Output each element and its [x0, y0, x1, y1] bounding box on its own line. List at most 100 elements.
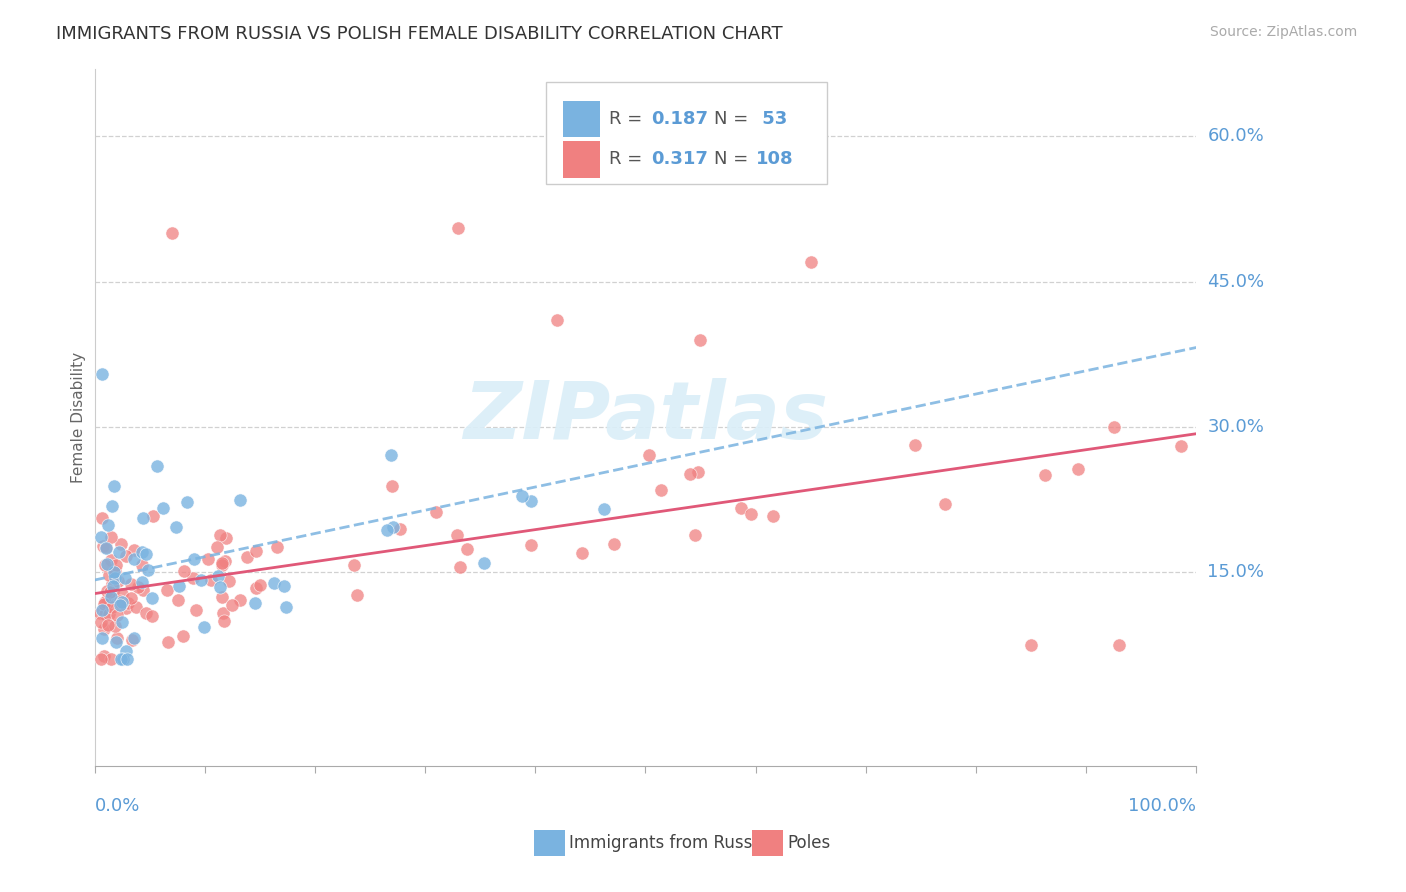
Point [934, 497, 956, 511]
Point [104, 619, 127, 633]
Point [245, 582, 267, 596]
Point [249, 578, 271, 592]
Point [218, 574, 240, 588]
Point [100, 591, 122, 605]
Point [98, 568, 121, 582]
Point [266, 541, 288, 555]
Point [211, 558, 233, 573]
Point [165, 520, 187, 534]
Point [186, 603, 208, 617]
Point [115, 652, 138, 666]
Point [96, 541, 118, 555]
Point [167, 593, 190, 607]
Text: ZIPatlas: ZIPatlas [463, 378, 828, 457]
Point [571, 546, 593, 560]
Point [375, 523, 398, 537]
Point [197, 552, 219, 566]
Point [89, 606, 111, 620]
Text: IMMIGRANTS FROM RUSSIA VS POLISH FEMALE DISABILITY CORRELATION CHART: IMMIGRANTS FROM RUSSIA VS POLISH FEMALE … [56, 25, 783, 43]
Point [135, 606, 157, 620]
Point [446, 528, 468, 542]
Point [472, 556, 495, 570]
Text: R =: R = [609, 151, 648, 169]
Point [602, 537, 624, 551]
Point [131, 574, 153, 589]
Point [96, 558, 118, 572]
Point [101, 576, 124, 591]
Point [114, 601, 136, 615]
Point [125, 600, 148, 615]
Point [100, 599, 122, 614]
Point [381, 520, 404, 534]
Text: R =: R = [609, 110, 648, 128]
Point [124, 551, 146, 566]
FancyBboxPatch shape [562, 141, 600, 178]
Point [111, 594, 134, 608]
Point [207, 540, 229, 554]
Point [101, 579, 124, 593]
Point [141, 591, 163, 605]
Point [235, 549, 257, 564]
Point [904, 438, 927, 452]
Point [181, 570, 204, 584]
Point [276, 600, 298, 615]
Point [160, 226, 183, 240]
Point [93, 558, 115, 573]
Point [172, 628, 194, 642]
Point [200, 573, 222, 587]
Point [120, 591, 142, 606]
Text: Poles: Poles [787, 834, 831, 852]
Point [122, 632, 145, 646]
Point [110, 615, 132, 629]
Point [90, 603, 112, 617]
Point [215, 531, 238, 545]
Point [730, 500, 752, 515]
Point [110, 594, 132, 608]
Point [107, 574, 129, 588]
Point [104, 558, 127, 573]
Point [104, 635, 127, 649]
Point [93, 649, 115, 664]
Point [90, 652, 112, 666]
Point [105, 607, 128, 622]
Point [679, 467, 702, 481]
FancyBboxPatch shape [547, 82, 827, 184]
Point [1102, 419, 1125, 434]
Point [221, 598, 243, 612]
Point [94, 541, 117, 555]
Point [152, 500, 174, 515]
Point [142, 508, 165, 523]
Point [638, 449, 661, 463]
Point [117, 596, 139, 610]
Point [343, 558, 366, 573]
Point [245, 543, 267, 558]
Point [110, 537, 132, 551]
Text: Source: ZipAtlas.com: Source: ZipAtlas.com [1209, 25, 1357, 39]
Point [107, 545, 129, 559]
Point [212, 606, 235, 620]
Point [91, 367, 114, 381]
Point [100, 652, 122, 666]
Point [689, 333, 711, 347]
Point [94, 607, 117, 621]
Point [208, 580, 231, 594]
Text: 53: 53 [755, 110, 787, 128]
Point [510, 489, 533, 503]
FancyBboxPatch shape [562, 101, 600, 137]
Point [800, 255, 823, 269]
Point [211, 590, 233, 604]
Point [146, 458, 169, 473]
Point [190, 573, 212, 587]
Point [101, 585, 124, 599]
Point [388, 522, 411, 536]
Point [520, 538, 543, 552]
Point [97, 591, 120, 605]
Point [93, 622, 115, 636]
Point [193, 620, 215, 634]
Point [380, 448, 402, 462]
Point [91, 540, 114, 554]
Point [208, 527, 231, 541]
Point [211, 556, 233, 570]
Point [263, 575, 285, 590]
Text: N =: N = [714, 110, 754, 128]
